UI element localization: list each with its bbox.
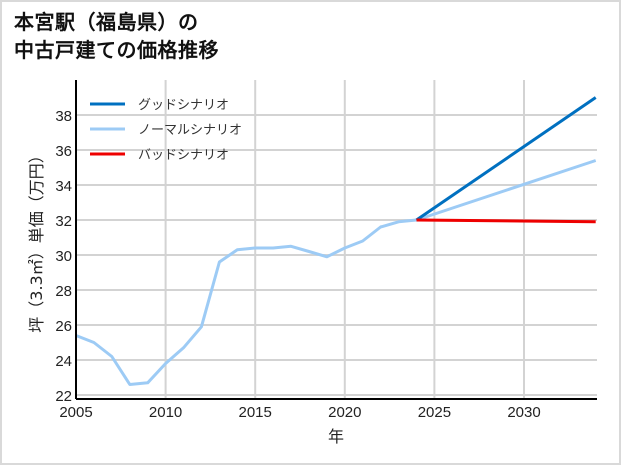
x-tick-label: 2005: [59, 404, 92, 421]
y-tick-label: 24: [55, 353, 72, 370]
legend-label: グッドシナリオ: [138, 98, 229, 113]
y-tick-label: 36: [55, 143, 72, 160]
y-tick-label: 34: [55, 178, 72, 195]
x-tick-label: 2020: [328, 404, 361, 421]
y-tick-label: 32: [55, 213, 72, 230]
title-line-2: 中古戸建ての価格推移: [14, 38, 219, 62]
x-tick-label: 2015: [239, 404, 272, 421]
x-axis-label: 年: [328, 427, 344, 446]
legend-label: バッドシナリオ: [138, 148, 229, 163]
y-axis-label: 坪（3.3㎡）単価（万円）: [27, 147, 46, 332]
legend-label: ノーマルシナリオ: [138, 123, 242, 138]
series-line-bad: [416, 218, 596, 224]
y-tick-label: 30: [55, 248, 72, 265]
series-line-good: [415, 96, 597, 222]
x-tick-label: 2025: [418, 404, 451, 421]
y-tick-label: 26: [55, 318, 72, 335]
series-line-normal: [75, 159, 597, 386]
x-tick-label: 2030: [507, 404, 540, 421]
title-line-1: 本宮駅（福島県）の: [14, 10, 199, 34]
y-tick-label: 22: [55, 388, 72, 405]
x-tick-label: 2010: [149, 404, 182, 421]
y-tick-label: 28: [55, 283, 72, 300]
y-tick-label: 38: [55, 108, 72, 125]
chart-title: 本宮駅（福島県）の 中古戸建ての価格推移: [14, 8, 219, 64]
